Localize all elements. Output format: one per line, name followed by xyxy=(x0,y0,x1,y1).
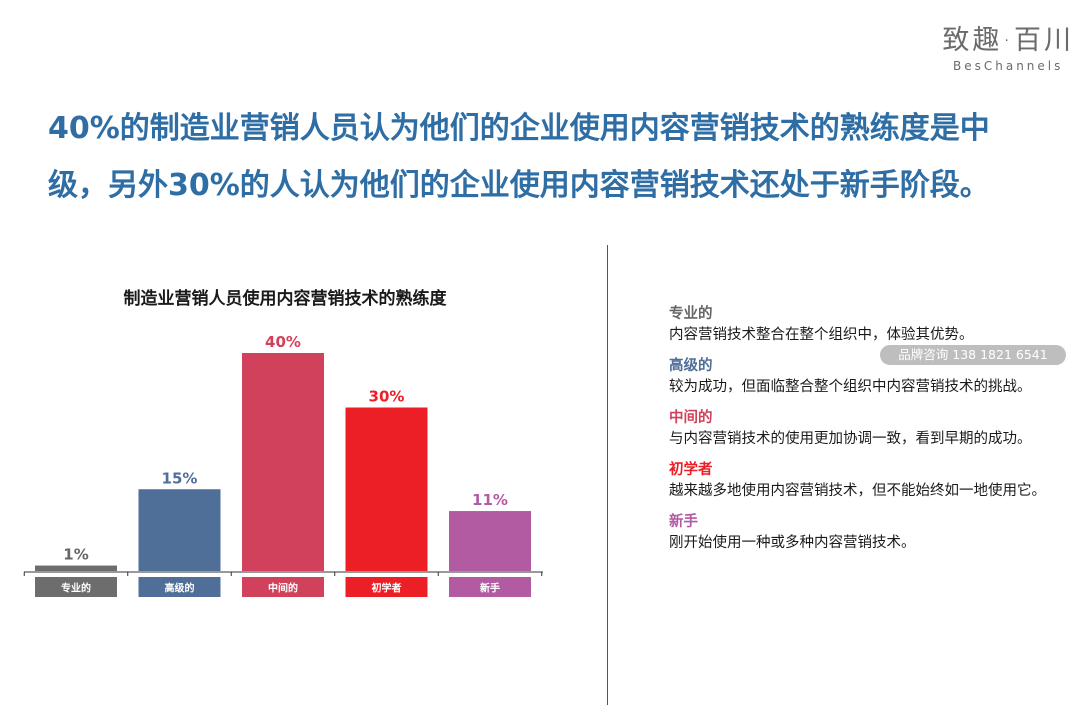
logo-sub-text: BesChannels xyxy=(953,59,1064,73)
category-tag-0 xyxy=(35,577,117,597)
data-label-2: 40% xyxy=(265,333,301,351)
bar-2 xyxy=(242,353,324,571)
data-label-0: 1% xyxy=(63,546,88,564)
bar-4 xyxy=(449,511,531,571)
brand-logo: 致趣·百川 BesChannels xyxy=(942,18,1074,73)
category-label-3: 初学者 xyxy=(372,582,402,595)
legend-item: 高级的较为成功，但面临整合整个组织中内容营销技术的挑战。 xyxy=(669,356,1049,399)
legend-description: 较为成功，但面临整合整个组织中内容营销技术的挑战。 xyxy=(669,379,1032,395)
legend-name: 高级的 xyxy=(669,358,713,374)
category-label-2: 中间的 xyxy=(268,582,298,595)
category-label-4: 新手 xyxy=(480,582,500,595)
legend-name: 专业的 xyxy=(669,306,713,322)
legend-description: 与内容营销技术的使用更加协调一致，看到早期的成功。 xyxy=(669,431,1032,447)
legend-name: 初学者 xyxy=(669,462,713,478)
data-label-4: 11% xyxy=(472,491,508,509)
legend-name: 新手 xyxy=(669,514,698,530)
bar-3 xyxy=(345,407,428,571)
legend-item: 新手刚开始使用一种或多种内容营销技术。 xyxy=(669,512,1049,555)
data-label-1: 15% xyxy=(162,469,198,487)
legend-description: 刚开始使用一种或多种内容营销技术。 xyxy=(669,535,916,551)
category-tag-3 xyxy=(345,577,428,597)
data-label-3: 30% xyxy=(369,388,405,406)
watermark-badge: 品牌咨询 138 1821 6541 xyxy=(880,345,1066,365)
legend-name: 中间的 xyxy=(669,410,713,426)
page-headline: 40%的制造业营销人员认为他们的企业使用内容营销技术的熟练度是中 级，另外30%… xyxy=(48,100,1048,214)
legend-item: 中间的与内容营销技术的使用更加协调一致，看到早期的成功。 xyxy=(669,408,1049,451)
legend-description: 内容营销技术整合在整个组织中，体验其优势。 xyxy=(669,327,974,343)
bar-0 xyxy=(35,565,117,571)
category-label-0: 专业的 xyxy=(61,582,91,595)
bar-chart: 1% 专业的 15% 高级的 40% 中间的 30% 初学者 11% 新手 xyxy=(23,333,543,597)
category-tag-1 xyxy=(138,577,221,597)
headline-line-2: 级，另外30%的人认为他们的企业使用内容营销技术还处于新手阶段。 xyxy=(48,168,990,203)
category-tag-2 xyxy=(242,577,324,597)
legend-item: 初学者越来越多地使用内容营销技术，但不能始终如一地使用它。 xyxy=(669,460,1049,503)
chart-title: 制造业营销人员使用内容营销技术的熟练度 xyxy=(123,289,447,309)
logo-main-text: 致趣·百川 xyxy=(942,25,1074,56)
bar-1 xyxy=(138,489,221,571)
category-tag-4 xyxy=(449,577,531,597)
headline-line-1: 40%的制造业营销人员认为他们的企业使用内容营销技术的熟练度是中 xyxy=(48,111,990,146)
vertical-divider xyxy=(607,245,608,705)
legend-item: 专业的内容营销技术整合在整个组织中，体验其优势。 xyxy=(669,304,1049,347)
legend-description: 越来越多地使用内容营销技术，但不能始终如一地使用它。 xyxy=(669,483,1046,499)
legend-panel: 专业的内容营销技术整合在整个组织中，体验其优势。 高级的较为成功，但面临整合整个组… xyxy=(669,304,1049,564)
category-label-1: 高级的 xyxy=(165,582,195,595)
